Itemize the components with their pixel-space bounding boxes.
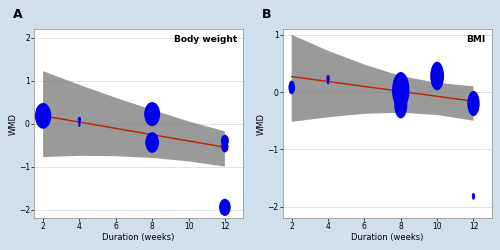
Y-axis label: WMD: WMD <box>8 112 18 134</box>
Ellipse shape <box>430 62 444 90</box>
Ellipse shape <box>221 135 229 147</box>
Ellipse shape <box>35 103 51 129</box>
Text: B: B <box>262 8 271 22</box>
Ellipse shape <box>472 193 475 200</box>
Ellipse shape <box>78 120 80 124</box>
Ellipse shape <box>326 75 330 82</box>
Ellipse shape <box>327 79 330 84</box>
Ellipse shape <box>219 199 230 216</box>
Ellipse shape <box>144 102 160 126</box>
Ellipse shape <box>221 141 228 152</box>
Y-axis label: WMD: WMD <box>257 112 266 134</box>
Ellipse shape <box>146 132 159 153</box>
Ellipse shape <box>392 72 409 109</box>
X-axis label: Duration (weeks): Duration (weeks) <box>351 233 424 242</box>
Polygon shape <box>43 71 225 166</box>
Ellipse shape <box>288 80 295 94</box>
X-axis label: Duration (weeks): Duration (weeks) <box>102 233 174 242</box>
Polygon shape <box>292 35 474 122</box>
Ellipse shape <box>394 91 407 118</box>
Ellipse shape <box>78 117 81 122</box>
Text: BMI: BMI <box>466 35 485 44</box>
Ellipse shape <box>468 91 479 116</box>
Text: Body weight: Body weight <box>174 35 237 44</box>
Ellipse shape <box>78 124 80 127</box>
Text: A: A <box>13 8 22 22</box>
